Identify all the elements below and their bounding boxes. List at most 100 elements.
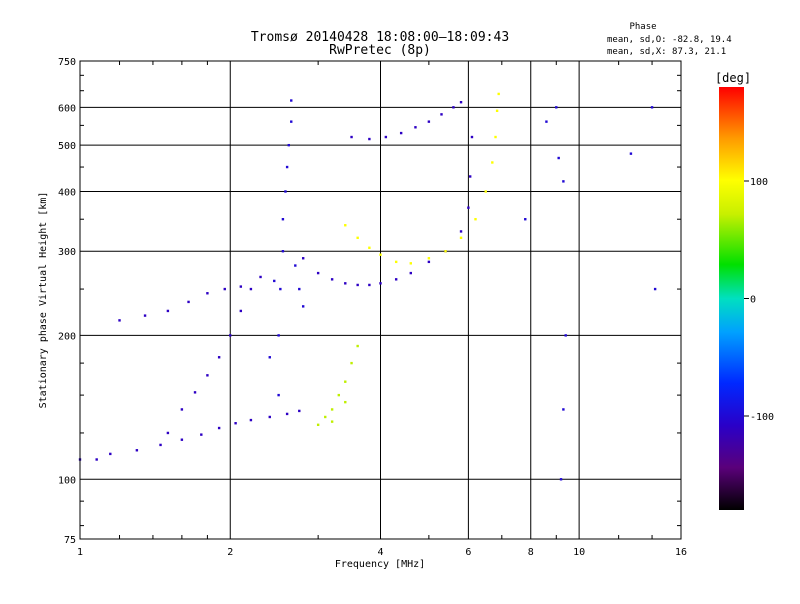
data-point [653,287,657,291]
data-point [459,100,463,104]
data-point [118,319,121,322]
series-low-trace [78,409,301,461]
data-point [497,92,500,96]
data-point [159,443,162,447]
data-point [384,135,388,139]
data-point [180,438,184,441]
data-point [200,433,203,436]
y-tick-label: 200 [58,331,76,342]
tick-layer: 1 2 4 6 8 10 16 75 100 200 300 400 500 600 750 [58,57,687,558]
colorbar-tick-label: 0 [750,295,756,306]
data-point [350,361,353,365]
data-point [427,257,431,260]
data-point [135,449,139,452]
data-point [564,334,567,337]
data-point [555,106,558,109]
data-point [495,109,499,113]
phase-heading: Phase [629,22,656,32]
data-point [187,300,190,304]
data-point [399,131,403,135]
data-point [277,334,280,337]
data-point [368,283,371,287]
data-point [298,287,301,291]
x-tick-label: 6 [465,547,471,558]
colorbar [719,87,744,510]
chart-title: Tromsø 20140428 18:08:00–18:09:43 [251,30,509,45]
data-point [440,113,443,116]
data-point [427,120,431,123]
data-point [290,99,293,102]
data-point [301,257,305,260]
data-point [379,282,382,285]
data-point [239,285,243,288]
series-main-cluster [268,99,305,397]
x-tick-label: 1 [77,547,83,558]
data-point [301,305,305,308]
data-point [562,408,565,411]
data-point [394,260,398,264]
data-point [650,106,654,109]
data-point [545,120,548,123]
y-tick-label: 300 [58,247,76,258]
data-point [316,271,320,275]
data-point [285,412,289,416]
data-point [143,314,147,317]
data-point [268,415,271,419]
data-point [193,391,197,394]
data-point [180,408,184,411]
x-tick-label: 10 [573,547,585,558]
data-points-layer [78,92,657,481]
colorbar-tick-label: -100 [750,412,774,423]
data-point [557,156,560,160]
data-point [277,393,280,397]
data-point [452,106,455,109]
series-f2o-trace [301,135,474,287]
data-point [467,206,470,209]
data-point [166,431,170,435]
data-point [559,478,563,481]
data-point [330,408,334,411]
data-point [324,415,327,419]
data-point [356,283,359,287]
data-point [344,224,347,227]
data-point [444,250,447,253]
data-point [290,120,293,123]
data-point [337,393,341,397]
data-point [259,275,262,279]
grid-layer [80,61,681,539]
x-tick-label: 4 [377,547,383,558]
data-point [524,218,527,221]
data-point [394,278,398,281]
colorbar-label: [deg] [715,71,751,85]
data-point [206,374,209,377]
data-point [484,190,487,193]
data-point [368,137,371,141]
data-point [409,262,412,265]
x-tick-label: 16 [675,547,687,558]
data-point [562,180,565,183]
data-point [285,165,289,169]
data-point [427,260,431,264]
data-point [109,452,112,456]
data-point [223,287,226,291]
data-point [330,278,334,281]
x-tick-label: 2 [227,547,233,558]
data-point [166,309,170,313]
data-point [344,282,347,285]
data-point [281,250,285,253]
series-mid-yellow-cluster [316,344,359,427]
data-point [344,380,347,383]
data-point [356,344,359,348]
y-tick-label: 400 [58,187,76,198]
y-axis-label: Stationary phase Virtual Height [km] [38,192,49,409]
data-point [229,334,232,337]
data-point [206,292,209,295]
data-point [234,422,237,425]
series-f2x-trace [344,92,500,265]
data-point [217,356,221,359]
data-point [356,236,359,240]
data-point [350,135,353,139]
data-point [470,135,474,139]
data-point [330,420,334,423]
